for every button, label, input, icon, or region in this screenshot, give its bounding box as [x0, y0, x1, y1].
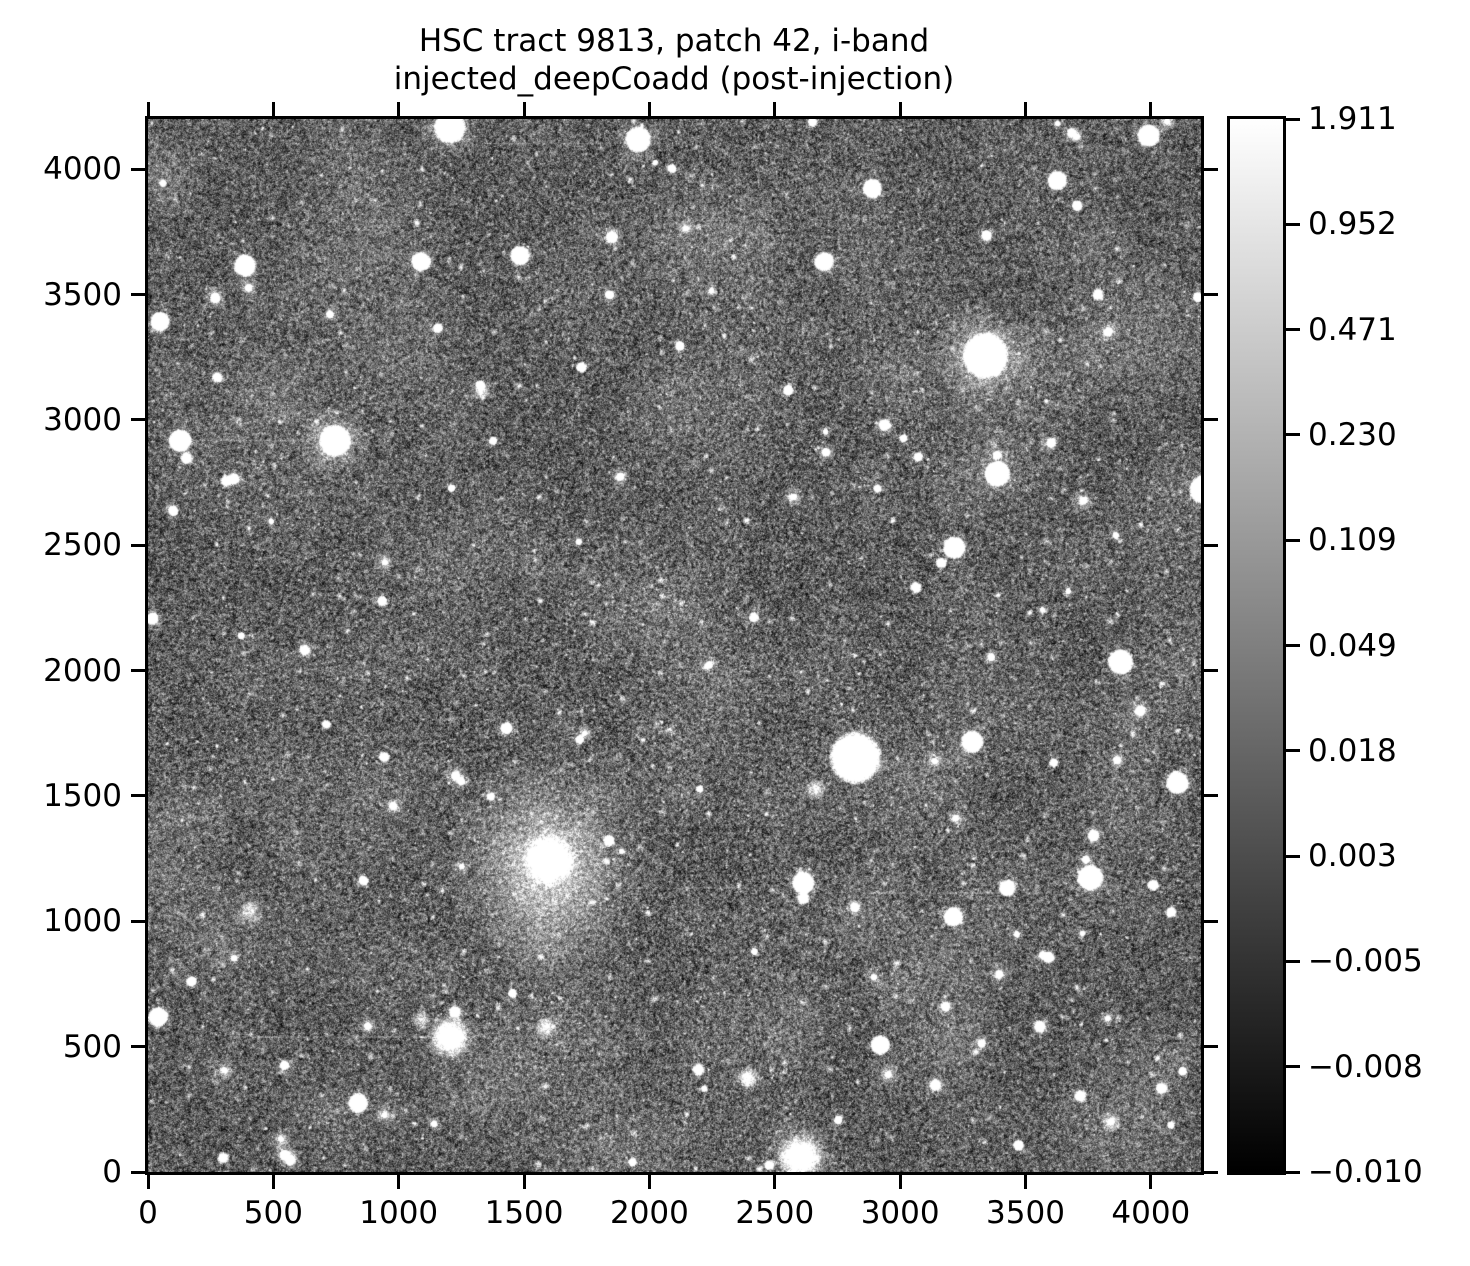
- y-tick: [131, 418, 145, 422]
- y-tick-label: 1000: [43, 903, 122, 940]
- colorbar-tick-label: 0.003: [1308, 838, 1397, 875]
- image-axes: [145, 116, 1204, 1175]
- y-tick-right: [1204, 919, 1218, 923]
- y-tick-label: 3500: [43, 276, 122, 313]
- y-tick-right: [1204, 418, 1218, 422]
- x-tick-top: [773, 102, 777, 116]
- y-tick: [131, 543, 145, 547]
- colorbar-tick: [1286, 222, 1300, 226]
- y-tick: [131, 1170, 145, 1174]
- y-tick-label: 3000: [43, 401, 122, 438]
- y-tick-right: [1204, 1170, 1218, 1174]
- y-tick: [131, 293, 145, 296]
- x-tick-label: 0: [138, 1195, 158, 1231]
- colorbar-tick-label: −0.008: [1308, 1048, 1423, 1085]
- x-tick: [1149, 1175, 1153, 1189]
- colorbar-tick-label: 0.230: [1308, 416, 1397, 453]
- x-tick-top: [522, 102, 526, 116]
- y-tick-label: 2000: [43, 652, 122, 689]
- x-tick-label: 500: [243, 1195, 303, 1231]
- x-tick-label: 4000: [1111, 1195, 1191, 1231]
- y-tick: [131, 669, 145, 673]
- colorbar-tick: [1286, 538, 1300, 542]
- colorbar-tick: [1286, 328, 1300, 332]
- x-tick-top: [898, 102, 902, 116]
- colorbar-tick-label: 1.911: [1308, 101, 1397, 137]
- x-tick: [271, 1175, 275, 1189]
- x-tick: [647, 1175, 651, 1189]
- y-tick-right: [1204, 1045, 1218, 1049]
- colorbar-tick: [1286, 1065, 1300, 1069]
- colorbar-tick: [1286, 433, 1300, 437]
- y-tick-label: 500: [62, 1028, 122, 1065]
- x-tick-label: 1000: [359, 1195, 439, 1231]
- y-tick-right: [1204, 543, 1218, 547]
- x-tick: [898, 1175, 902, 1189]
- sky-image-canvas: [148, 119, 1201, 1172]
- y-tick-label: 1500: [43, 777, 122, 814]
- colorbar: [1227, 116, 1286, 1175]
- x-tick-top: [1149, 102, 1153, 116]
- colorbar-tick-label: −0.010: [1308, 1154, 1423, 1190]
- colorbar-tick: [1286, 117, 1300, 121]
- chart-title: HSC tract 9813, patch 42, i-band injecte…: [174, 22, 1174, 98]
- colorbar-tick: [1286, 644, 1300, 647]
- y-tick: [131, 1045, 145, 1049]
- title-line-1: HSC tract 9813, patch 42, i-band: [418, 23, 930, 59]
- y-tick: [131, 794, 145, 798]
- colorbar-tick: [1286, 1170, 1300, 1174]
- colorbar-tick-label: 0.049: [1308, 627, 1397, 664]
- colorbar-tick-label: 0.952: [1308, 206, 1397, 243]
- x-tick: [146, 1175, 150, 1189]
- x-tick: [773, 1175, 777, 1189]
- y-tick-right: [1204, 794, 1218, 798]
- colorbar-tick: [1286, 749, 1300, 753]
- x-tick-label: 1500: [484, 1195, 564, 1231]
- colorbar-tick: [1286, 854, 1300, 858]
- colorbar-tick-label: −0.005: [1308, 943, 1423, 980]
- y-tick-label: 2500: [43, 527, 122, 564]
- x-tick-top: [647, 102, 651, 116]
- x-tick: [397, 1175, 401, 1189]
- x-tick-label: 3500: [986, 1195, 1065, 1231]
- x-tick-label: 2000: [609, 1195, 689, 1231]
- colorbar-tick-label: 0.471: [1308, 311, 1397, 348]
- x-tick-top: [1024, 102, 1027, 116]
- y-tick: [131, 167, 145, 171]
- title-line-2: injected_deepCoadd (post-injection): [393, 61, 955, 97]
- y-tick-right: [1204, 167, 1218, 171]
- y-tick-label: 0: [102, 1154, 122, 1190]
- colorbar-tick-label: 0.109: [1308, 522, 1397, 559]
- y-tick-right: [1204, 293, 1218, 296]
- colorbar-tick-label: 0.018: [1308, 732, 1397, 769]
- y-tick-right: [1204, 669, 1218, 673]
- x-tick-top: [271, 102, 275, 116]
- y-tick: [131, 919, 145, 923]
- x-tick-label: 2500: [735, 1195, 815, 1231]
- x-tick: [1024, 1175, 1027, 1189]
- x-tick-label: 3000: [860, 1195, 940, 1231]
- x-tick-top: [397, 102, 401, 116]
- x-tick: [522, 1175, 526, 1189]
- colorbar-tick: [1286, 959, 1300, 963]
- y-tick-label: 4000: [43, 151, 122, 188]
- x-tick-top: [146, 102, 150, 116]
